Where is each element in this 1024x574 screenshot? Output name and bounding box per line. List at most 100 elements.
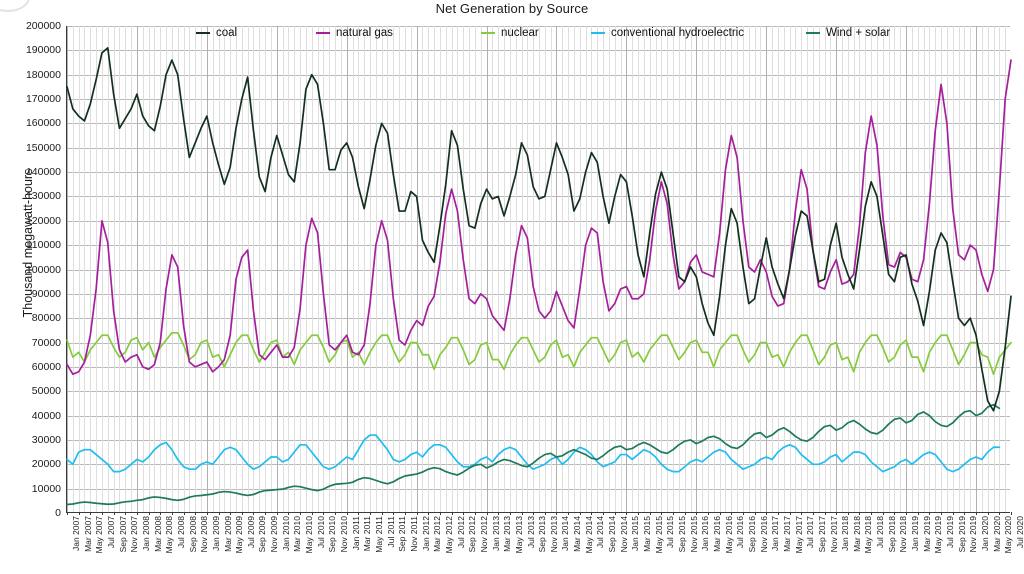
gridline-horizontal [67, 50, 1010, 52]
x-axis-tick-mark [847, 512, 849, 515]
x-axis-tick-label: Jul 2015 [665, 516, 676, 549]
gridline-vertical [218, 26, 220, 512]
x-axis-tick-mark [649, 512, 651, 515]
gridline-vertical [702, 26, 704, 512]
gridline-vertical [504, 26, 506, 512]
x-axis-tick-label: Jan 2011 [350, 516, 361, 551]
gridline-vertical [486, 26, 488, 512]
x-axis-tick-label: Jul 2014 [595, 516, 606, 549]
y-axis-tick-label: 70000 [31, 336, 61, 349]
x-axis-tick-label: May 2011 [374, 516, 384, 553]
gridline-vertical [929, 26, 931, 512]
gridline-vertical [498, 26, 500, 512]
gridline-vertical [888, 26, 890, 512]
x-axis-tick-mark [684, 512, 686, 515]
y-axis-tick-label: 120000 [25, 214, 61, 227]
gridline-vertical [667, 26, 669, 512]
x-axis-tick-mark [521, 512, 523, 515]
gridline-vertical [317, 26, 319, 512]
gridline-vertical [737, 26, 739, 512]
x-axis-tick-label: Mar 2011 [362, 516, 373, 552]
x-axis-tick-mark [882, 512, 884, 515]
x-axis-tick-mark [952, 512, 954, 515]
series-line-wind-solar [66, 403, 1001, 506]
gridline-vertical [160, 26, 162, 512]
x-axis-tick-mark [451, 512, 453, 515]
gridline-vertical [393, 26, 395, 512]
gridline-vertical [492, 26, 494, 512]
x-axis-tick-mark [265, 512, 267, 515]
x-axis-tick-label: Sep 2008 [187, 516, 198, 553]
gridline-vertical [119, 26, 121, 512]
gridline-vertical [999, 26, 1001, 512]
y-axis-tick-label: 160000 [25, 117, 61, 130]
y-axis-tick-label: 100000 [25, 263, 61, 276]
x-axis-tick-label: Mar 2008 [152, 516, 163, 552]
gridline-horizontal [67, 439, 1010, 441]
x-axis-tick-label: Nov 2016 [758, 516, 769, 553]
gridline-vertical [1005, 26, 1007, 512]
y-axis-tick-label: 150000 [25, 141, 61, 154]
gridline-vertical [148, 26, 150, 512]
gridline-vertical [370, 26, 371, 512]
x-axis-tick-label: Jul 2007 [105, 516, 116, 549]
gridline-horizontal [67, 366, 1010, 368]
gridline-vertical [673, 26, 675, 512]
x-axis-tick-label: Sep 2010 [327, 516, 338, 553]
gridline-vertical [649, 26, 651, 512]
x-axis-tick-label: May 2020 [1003, 516, 1014, 554]
x-axis-tick-label: Jul 2017 [805, 516, 816, 549]
gridline-vertical [241, 26, 243, 512]
x-axis-tick-mark [358, 512, 360, 515]
x-axis-tick-mark [253, 512, 255, 515]
gridline-vertical [305, 26, 307, 512]
gridline-vertical [638, 26, 640, 512]
x-axis-tick-label: Jul 2011 [385, 516, 396, 548]
gridline-vertical [550, 26, 552, 512]
x-axis-tick-label: Jan 2014 [560, 516, 571, 551]
gridline-vertical [183, 26, 185, 512]
x-axis-tick-label: Sep 2016 [746, 516, 757, 553]
gridline-vertical [894, 26, 896, 512]
series-line-nuclear [66, 331, 1012, 376]
gridline-vertical [340, 26, 342, 512]
x-axis-tick-mark [754, 512, 756, 515]
gridline-vertical [428, 26, 430, 512]
x-axis-tick-mark [498, 512, 500, 515]
x-axis-tick-mark [474, 512, 476, 515]
gridline-vertical [935, 26, 937, 512]
page-title: Net Generation by Source [435, 1, 589, 16]
y-axis-tick-label: 10000 [31, 482, 61, 495]
gridline-vertical [463, 26, 465, 512]
gridline-vertical [801, 26, 803, 512]
gridline-vertical [131, 26, 133, 512]
x-axis-tick-mark [428, 512, 430, 515]
x-axis-tick-mark [463, 512, 465, 515]
x-axis-tick-label: Mar 2009 [222, 516, 233, 552]
x-axis-tick-mark [719, 512, 721, 515]
gridline-vertical [399, 26, 401, 512]
gridline-vertical [946, 26, 948, 512]
gridline-vertical [387, 26, 389, 512]
y-axis-tick-label: 50000 [31, 385, 61, 398]
x-axis-tick-label: Nov 2010 [339, 516, 350, 553]
gridline-vertical [230, 26, 232, 512]
y-axis-tick-label: 0 [55, 507, 61, 519]
gridline-vertical [527, 26, 529, 512]
x-axis-tick-mark [1011, 512, 1012, 515]
gridline-vertical [859, 26, 861, 512]
x-axis-tick-mark [346, 512, 348, 515]
x-axis-tick-mark [824, 512, 826, 515]
gridline-horizontal [67, 74, 1010, 76]
x-axis-tick-label: Jan 2016 [700, 516, 711, 551]
gridline-vertical [591, 26, 593, 512]
x-axis-tick-mark [101, 512, 103, 515]
gridline-vertical [375, 26, 377, 512]
x-axis-tick-mark [439, 512, 441, 515]
gridline-vertical [923, 26, 925, 512]
gridline-vertical [964, 26, 966, 512]
x-axis-tick-label: Jul 2018 [875, 516, 886, 549]
x-axis-tick-mark [871, 512, 873, 515]
gridline-vertical [364, 26, 366, 512]
x-axis-tick-label: May 2013 [513, 516, 524, 554]
